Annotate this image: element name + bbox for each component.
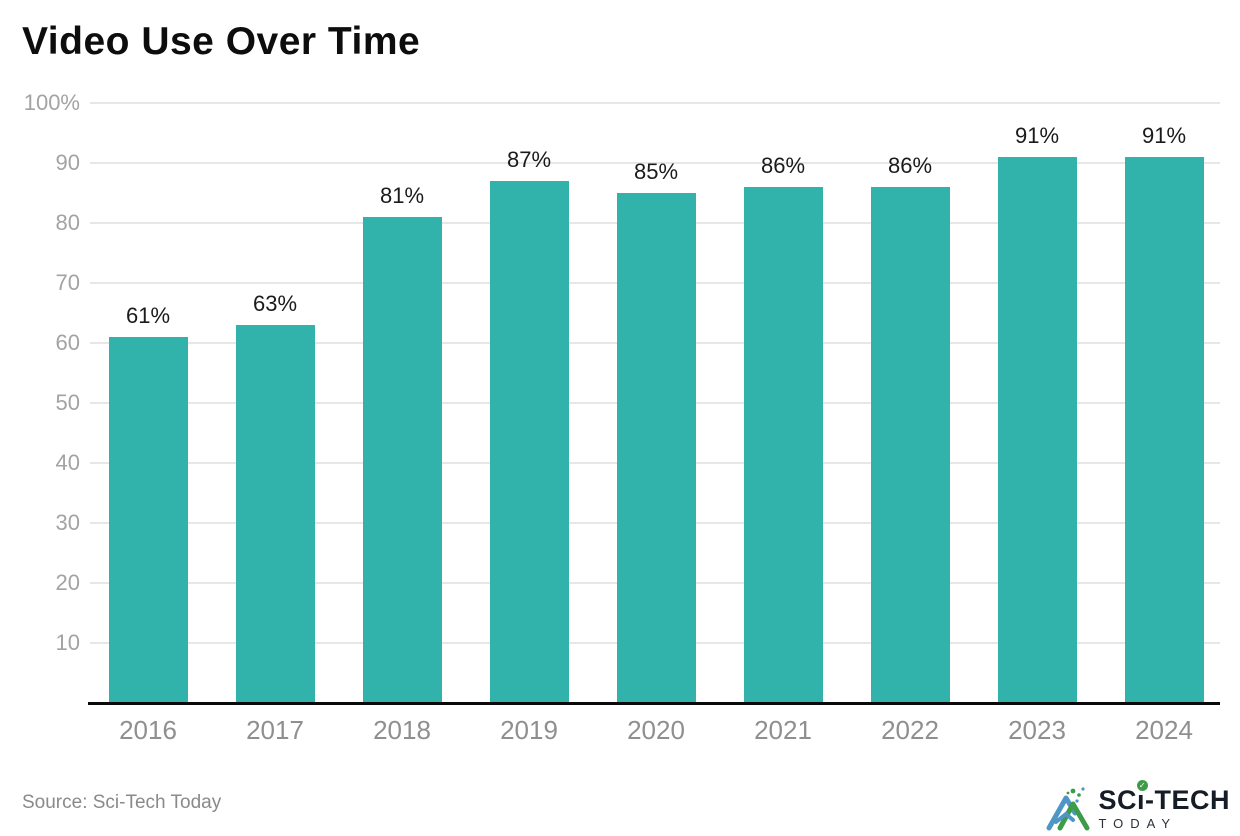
logo-icon — [1046, 784, 1094, 832]
x-tick-label-2019: 2019 — [500, 715, 558, 745]
logo-text: SC ı ✓ -TECH TODAY — [1098, 779, 1230, 831]
y-tick-label-20: 20 — [55, 570, 80, 595]
x-tick-label-2021: 2021 — [754, 715, 812, 745]
logo-check-icon: ✓ — [1136, 779, 1148, 791]
y-tick-label-30: 30 — [55, 510, 80, 535]
bar-value-label-2019: 87% — [506, 147, 552, 172]
y-tick-label-90: 90 — [55, 150, 80, 175]
bar-value-label-2017: 63% — [252, 291, 298, 316]
bar-2020 — [616, 193, 696, 703]
logo-part1: SC — [1098, 784, 1137, 815]
bar-2023 — [997, 157, 1077, 703]
logo: SC ı ✓ -TECH TODAY — [1046, 779, 1230, 832]
bar-2019 — [489, 181, 569, 703]
y-tick-label-60: 60 — [55, 330, 80, 355]
bar-value-label-2024: 91% — [1141, 123, 1187, 148]
bar-value-label-2016: 61% — [125, 303, 171, 328]
x-axis-line — [88, 702, 1220, 705]
bar-2021 — [743, 187, 823, 703]
gridline-100 — [90, 102, 1220, 104]
x-tick-label-2017: 2017 — [246, 715, 304, 745]
bar-2022 — [870, 187, 950, 703]
source-note: Source: Sci-Tech Today — [22, 792, 222, 813]
x-tick-label-2022: 2022 — [881, 715, 939, 745]
bar-2017 — [235, 325, 315, 703]
y-tick-label-70: 70 — [55, 270, 80, 295]
logo-letter-i: ı ✓ — [1136, 779, 1148, 815]
bar-value-label-2023: 91% — [1014, 123, 1060, 148]
bar-value-label-2018: 81% — [379, 183, 425, 208]
y-tick-label-100: 100% — [23, 90, 80, 115]
y-tick-label-50: 50 — [55, 390, 80, 415]
bar-value-label-2021: 86% — [760, 153, 806, 178]
x-tick-label-2024: 2024 — [1135, 715, 1193, 745]
y-tick-label-40: 40 — [55, 450, 80, 475]
y-tick-label-10: 10 — [55, 630, 80, 655]
bar-2024 — [1124, 157, 1204, 703]
bar-value-label-2022: 86% — [887, 153, 933, 178]
x-tick-label-2023: 2023 — [1008, 715, 1066, 745]
logo-main-text: SC ı ✓ -TECH — [1098, 779, 1230, 815]
x-tick-label-2018: 2018 — [373, 715, 431, 745]
gridline-90 — [90, 162, 1220, 164]
bar-2016 — [108, 337, 188, 703]
x-tick-label-2016: 2016 — [119, 715, 177, 745]
bar-value-label-2020: 85% — [633, 159, 679, 184]
y-tick-label-80: 80 — [55, 210, 80, 235]
x-tick-label-2020: 2020 — [627, 715, 685, 745]
logo-sub-text: TODAY — [1098, 815, 1178, 831]
bar-2018 — [362, 217, 442, 703]
logo-part2: -TECH — [1145, 784, 1230, 815]
chart-title: Video Use Over Time — [22, 20, 421, 63]
